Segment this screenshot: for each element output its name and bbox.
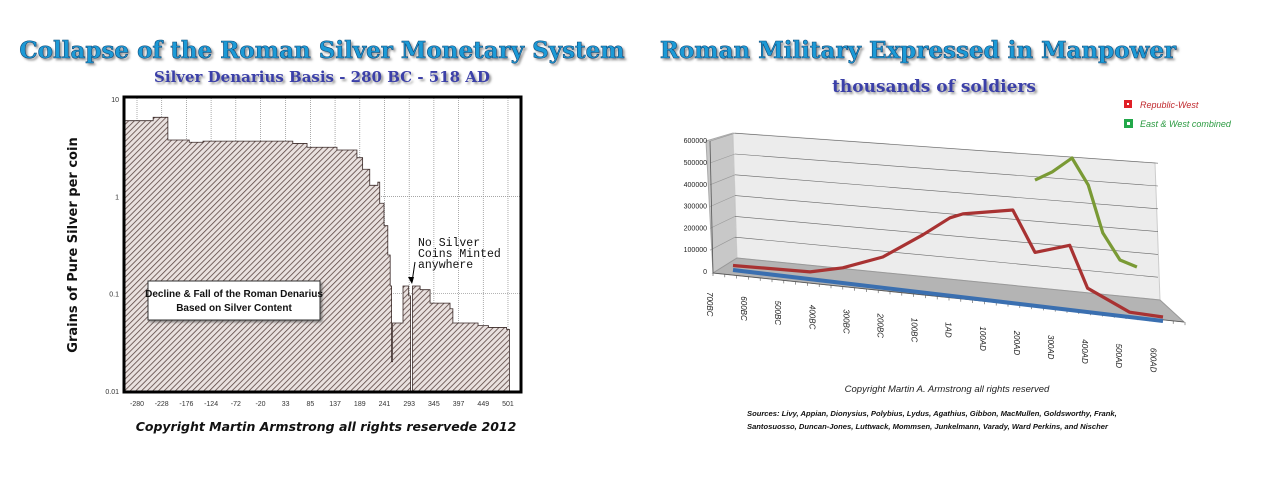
x-tick-label: 200BC: [876, 313, 885, 339]
x-ticks: -280 -228 -176 -124 -72 -20 33 85 137 189 241 293 34…: [130, 401, 514, 408]
y-tick-label: 300000: [684, 204, 707, 211]
grid-line: [709, 153, 736, 164]
x-tick-label: -72: [231, 401, 241, 408]
copyright: Copyright Martin A. Armstrong all rights…: [845, 384, 1050, 395]
x-tick-label: -176: [179, 401, 193, 408]
x-tick-label: 501: [502, 401, 514, 408]
annotation-line: anywhere: [418, 259, 473, 272]
x-tick-label: 189: [354, 401, 366, 408]
x-tick-label: 100AD: [978, 326, 987, 351]
x-tick-label: -20: [255, 401, 265, 408]
y-ticks: 0 100000 200000 300000 400000 500000 600000: [684, 138, 707, 276]
y-tick-label: 0: [703, 269, 707, 276]
x-tick-label: -280: [130, 401, 144, 408]
x-tick-label: 300BC: [841, 309, 850, 334]
silver-content-area: [124, 116, 510, 392]
grid-line: [734, 236, 1159, 278]
grid-line: [709, 132, 736, 142]
x-tick-label: 300AD: [1046, 335, 1055, 360]
series-line-1: [1034, 156, 1138, 269]
x-tick-label: 400BC: [807, 305, 816, 330]
grid-line: [709, 174, 736, 186]
silver-chart: Collapse of the Roman Silver Monetary Sy…: [19, 37, 625, 434]
grid-line: [709, 195, 736, 207]
annotation-box: Decline & Fall of the Roman Denarius Bas…: [145, 280, 323, 321]
military-chart: Roman Military Expressed in Manpower tho…: [660, 37, 1232, 431]
y-ticks: 10 1 0.1 0.01: [105, 97, 119, 396]
x-tick-label: 33: [282, 401, 290, 408]
annotation-line: Based on Silver Content: [176, 303, 292, 314]
x-tick-label: -228: [155, 401, 169, 408]
annotation-line: Decline & Fall of the Roman Denarius: [145, 289, 323, 300]
copyright: Copyright Martin Armstrong all rights re…: [136, 419, 517, 434]
x-tick-label: 600BC: [739, 296, 748, 321]
series-line-2: [732, 268, 1164, 323]
plot-frame: [122, 95, 523, 394]
annotation-line: No Silver: [418, 237, 480, 250]
y-tick-label: 100000: [684, 247, 707, 254]
y-tick-label: 1: [115, 194, 119, 201]
y-tick-label: 0.1: [109, 292, 119, 299]
no-silver-annotation: No Silver Coins Minted anywhere: [408, 237, 501, 284]
grid-line: [734, 195, 1159, 232]
x-tick-label: 200AD: [1012, 330, 1021, 356]
grid-line: [734, 132, 1159, 164]
x-tick-label: 137: [329, 401, 341, 408]
legend-label: East & West combined: [1140, 119, 1232, 129]
x-tick-label: 241: [379, 401, 391, 408]
y-tick-label: 500000: [684, 160, 707, 167]
sources-line: Sources: Livy, Appian, Dionysius, Polybi…: [747, 409, 1117, 418]
x-tick-label: 700BC: [705, 292, 714, 317]
x-tick-label: 500AD: [1114, 344, 1123, 369]
annotation-line: Coins Minted: [418, 248, 501, 261]
x-tick-label: 500BC: [773, 301, 782, 326]
y-tick-label: 10: [111, 97, 119, 104]
y-tick-label: 600000: [684, 138, 707, 145]
chart-title: Roman Military Expressed in Manpower: [660, 37, 1177, 64]
series-lines: [732, 156, 1164, 323]
legend-item: Republic-West: [1124, 100, 1199, 110]
series-line-0: [732, 208, 1164, 319]
sources-line: Santosuosso, Duncan-Jones, Luttwack, Mom…: [747, 422, 1109, 431]
chart-title: Collapse of the Roman Silver Monetary Sy…: [19, 37, 624, 64]
legend-item: East & West combined: [1124, 119, 1232, 129]
y-tick-label: 400000: [684, 182, 707, 189]
x-tick-label: 85: [306, 401, 314, 408]
x-ticks: 700BC 600BC 500BC 400BC 300BC 200BC 100BC 1AD 10…: [705, 292, 1157, 373]
y-tick-label: 0.01: [105, 389, 119, 396]
y-axis-label: Grains of Pure Silver per coin: [66, 137, 81, 352]
x-tick-label: 400AD: [1080, 339, 1089, 364]
plot-3d-frame: [705, 132, 1186, 326]
chart-subtitle: Silver Denarius Basis - 280 BC - 518 AD: [154, 68, 490, 86]
x-tick-label: 345: [428, 401, 440, 408]
legend: Republic-West East & West combined: [1124, 100, 1232, 129]
x-tick-label: 600AD: [1148, 348, 1157, 373]
x-tick-label: -124: [204, 401, 218, 408]
y-axis-line: [709, 140, 714, 274]
x-tick-label: 100BC: [910, 318, 919, 343]
x-tick-label: 1AD: [944, 322, 953, 338]
grid-line: [734, 174, 1159, 210]
series-area: [124, 116, 510, 392]
chart-subtitle: thousands of soldiers: [832, 77, 1036, 97]
x-tick-label: 449: [477, 401, 489, 408]
x-tick-label: 293: [403, 401, 415, 408]
y-tick-label: 200000: [684, 225, 707, 232]
x-tick-label: 397: [453, 401, 465, 408]
grid-line: [734, 216, 1159, 255]
legend-label: Republic-West: [1140, 100, 1199, 110]
grid-line: [709, 216, 736, 229]
grid-line: [709, 236, 736, 251]
